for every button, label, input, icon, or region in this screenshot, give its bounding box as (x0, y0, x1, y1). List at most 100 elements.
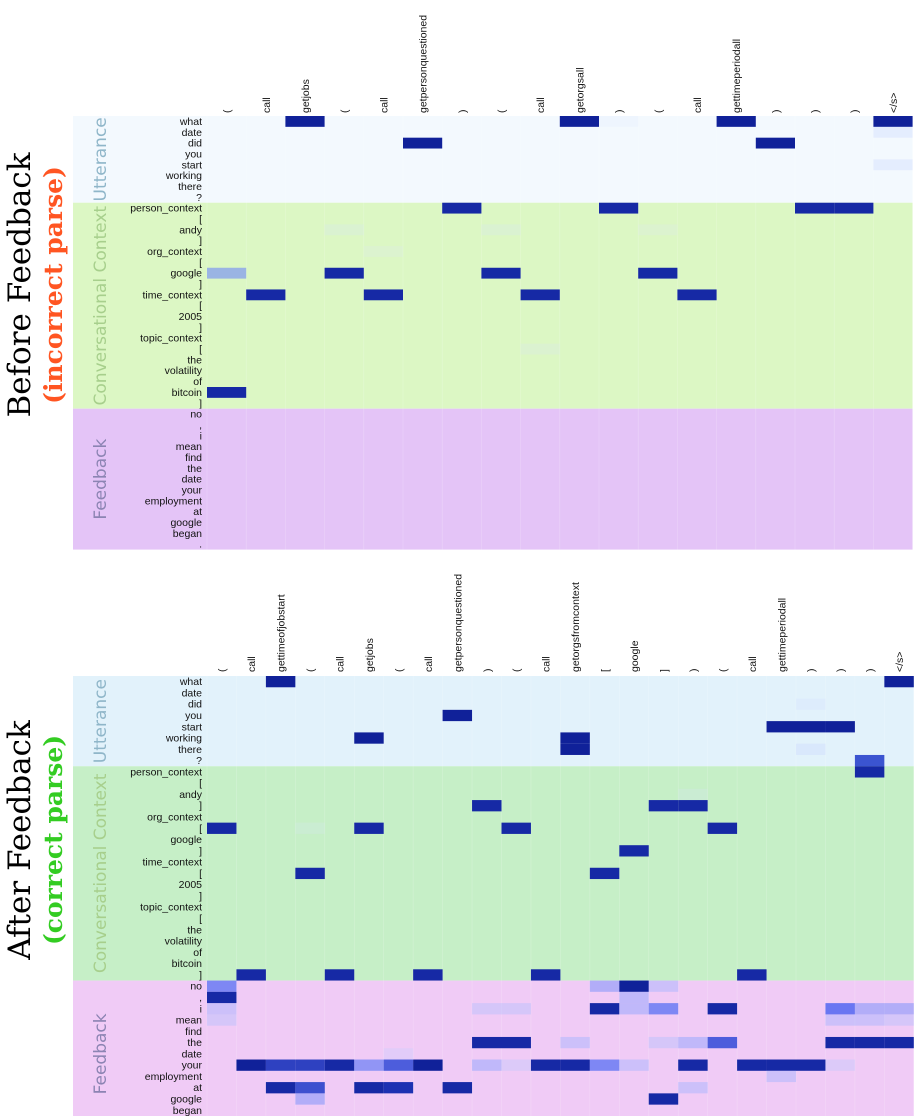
heatmap-cell (589, 867, 620, 880)
heatmap-cell (207, 980, 237, 992)
heatmap-cell (363, 246, 403, 257)
heatmap-cell (265, 676, 296, 688)
row-label-sym-26: ] (199, 969, 202, 981)
col-label-sym-17: ( (717, 668, 729, 672)
row-label-no-27: no (190, 981, 202, 993)
row-label-you-3: you (185, 710, 202, 722)
heatmap-cell (324, 1059, 355, 1071)
heatmap-cell (707, 1036, 738, 1049)
col-label-sym-15: ) (810, 110, 822, 114)
heatmap-cell (825, 1003, 855, 1015)
row-label-bitcoin-25: bitcoin (172, 387, 203, 399)
row-label-time-context-16: time_context (142, 289, 202, 301)
heatmap-cell (619, 980, 649, 992)
heatmap-cell (854, 766, 885, 778)
row-label-org-context-12: org_context (147, 812, 202, 824)
section-label: Feedback (91, 439, 111, 520)
col-label-sym-14: ) (770, 110, 782, 114)
row-label-employment-35: employment (145, 495, 202, 507)
col-label-call-12: call (692, 97, 704, 113)
heatmap-cell (481, 224, 521, 236)
heatmap-cell (560, 1036, 590, 1049)
row-label-what-0: what (179, 116, 202, 128)
heatmap-cell (413, 969, 443, 981)
row-label-date-33: date (182, 474, 203, 486)
heatmap-cell (481, 267, 521, 279)
heatmap-cell (520, 289, 560, 301)
row-label-of-24: of (193, 947, 202, 959)
heatmap-cell (207, 991, 237, 1004)
heatmap-cell (854, 1014, 885, 1026)
col-label-call-18: call (747, 656, 759, 672)
heatmap-cell (530, 1059, 561, 1071)
heatmap-cell (873, 159, 913, 171)
heatmap-cell (589, 980, 620, 992)
heatmap-cell (766, 721, 796, 733)
heatmap-cell (884, 676, 914, 688)
col-label-sym-22: ) (865, 669, 877, 673)
col-label-sym-21: ) (835, 669, 847, 673)
row-label-sym-9: [ (199, 213, 202, 225)
row-label-start-4: start (182, 159, 203, 171)
heatmap-cell (648, 1093, 679, 1105)
row-label-sym-13: [ (199, 823, 202, 835)
heatmap-cell (678, 1059, 708, 1071)
row-label-date-1: date (182, 687, 203, 699)
panel-title: Before Feedback (2, 152, 38, 417)
row-label-began-38: began (173, 1105, 202, 1116)
heatmap-cell (638, 267, 678, 279)
heatmap-cell (737, 969, 767, 981)
section-label: Conversational Context (91, 773, 111, 973)
col-label-getorgsall-9: getorgsall (574, 67, 586, 113)
heatmap-cell (236, 969, 266, 981)
heatmap-cell (707, 1003, 738, 1015)
row-label-sym-19: ] (199, 322, 202, 334)
row-label-bitcoin-25: bitcoin (172, 958, 203, 970)
section-label: Utterance (91, 117, 111, 201)
row-label-volatility-23: volatility (165, 365, 203, 377)
row-label-the-22: the (187, 354, 202, 366)
row-label-sym-21: [ (199, 344, 202, 356)
row-label-start-4: start (182, 721, 203, 733)
row-label-sym-11: ] (199, 235, 202, 247)
section-background (73, 202, 913, 409)
col-label-sym-0: ( (222, 109, 234, 113)
section-label: Utterance (91, 679, 111, 763)
heatmap-cell (295, 822, 325, 834)
heatmap-cell (265, 1082, 296, 1094)
row-label-2005-18: 2005 (179, 879, 203, 891)
col-label-getjobs-5: getjobs (364, 638, 376, 672)
heatmap-cell (472, 1036, 502, 1049)
heatmap-cell (599, 116, 639, 127)
heatmap-cell (737, 1059, 767, 1071)
heatmap-cell (265, 1059, 296, 1071)
heatmap-cell (413, 1059, 443, 1071)
col-label-sym-9: ) (482, 669, 494, 673)
col-label-getjobs-2: getjobs (300, 79, 312, 113)
row-label-sym-15: ] (199, 279, 202, 291)
col-label-sym-13: [ (600, 669, 612, 672)
row-label-org-context-12: org_context (147, 246, 202, 258)
heatmap-cell (560, 1059, 590, 1071)
heatmap-cell (884, 1003, 914, 1015)
row-label-you-3: you (185, 148, 202, 160)
heatmap-cell (766, 1059, 796, 1071)
heatmap-cell (295, 1093, 325, 1105)
section-label: Conversational Context (91, 206, 111, 406)
heatmap-cell (207, 267, 247, 279)
heatmap-cell (472, 1059, 502, 1071)
heatmap-cell (854, 754, 885, 767)
section-background (73, 116, 913, 203)
row-label-sym-26: ] (199, 398, 202, 410)
row-label-the-32: the (187, 1037, 202, 1049)
heatmap-cell (559, 116, 599, 127)
heatmap-cell (678, 1036, 708, 1049)
heatmap-cell (648, 800, 679, 812)
section-background (73, 408, 913, 550)
col-label-call-1: call (246, 656, 258, 672)
col-label-sym-20: ) (806, 669, 818, 673)
heatmap-cell (324, 969, 355, 981)
row-label-no-27: no (190, 409, 202, 421)
row-label-working-5: working (165, 733, 202, 745)
row-label-sym-11: ] (199, 800, 202, 812)
